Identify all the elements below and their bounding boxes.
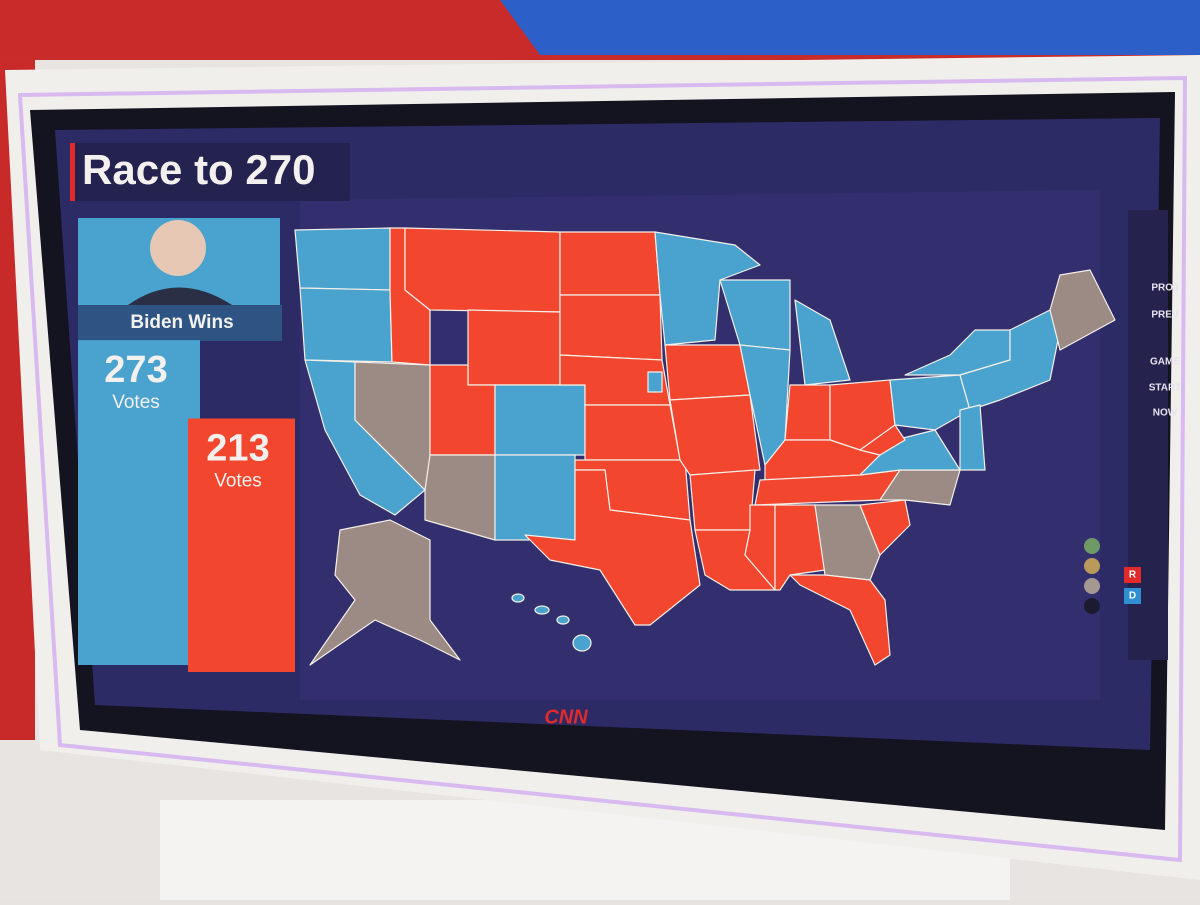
state — [669, 394, 761, 476]
logo: CNN — [544, 706, 588, 728]
state — [859, 499, 911, 556]
color-swatch[interactable] — [1084, 578, 1100, 594]
color-swatch[interactable] — [1084, 558, 1100, 574]
color-swatch[interactable] — [1084, 538, 1100, 554]
title: Race to 270 — [82, 146, 315, 193]
state — [789, 574, 891, 666]
state — [556, 615, 570, 625]
state — [299, 287, 393, 363]
state — [794, 299, 851, 386]
party-button[interactable] — [1124, 567, 1141, 583]
vote-bar — [188, 418, 295, 672]
party-button-label[interactable]: R — [1129, 570, 1137, 581]
state — [294, 227, 391, 291]
vote-unit: Votes — [112, 392, 160, 413]
backdrop — [500, 0, 1200, 55]
color-swatch[interactable] — [1084, 598, 1100, 614]
state — [534, 605, 550, 615]
state — [559, 231, 661, 296]
vote-bar — [78, 340, 200, 665]
state — [654, 231, 761, 346]
state — [814, 504, 881, 581]
vote-count: 273 — [104, 349, 167, 391]
state — [889, 374, 971, 431]
menu-item[interactable]: GAME — [1150, 357, 1180, 368]
title-box — [70, 143, 350, 201]
vote-unit: Votes — [214, 471, 262, 492]
candidate-photo — [150, 220, 206, 276]
menu-item[interactable]: NOW — [1153, 408, 1178, 419]
state — [404, 227, 561, 313]
party-button-label[interactable]: D — [1129, 591, 1136, 602]
vote-count: 213 — [206, 428, 269, 470]
state — [959, 404, 986, 471]
menu-item[interactable]: START — [1149, 383, 1182, 394]
candidate-name: Biden Wins — [130, 312, 233, 333]
state — [309, 519, 461, 666]
state — [744, 504, 776, 591]
state — [784, 384, 831, 441]
state — [511, 593, 525, 603]
state — [689, 469, 756, 531]
us-map — [294, 227, 1116, 666]
district — [647, 371, 663, 393]
state — [494, 384, 586, 456]
state — [524, 469, 701, 626]
candidate-banner — [78, 305, 282, 341]
state — [584, 404, 681, 461]
state — [494, 454, 576, 541]
menu-item[interactable]: PROJ — [1151, 283, 1178, 294]
state — [424, 454, 496, 541]
state — [1049, 269, 1116, 351]
state — [467, 309, 561, 386]
party-button[interactable] — [1124, 588, 1141, 604]
candidate-photo — [128, 287, 232, 305]
state — [664, 344, 751, 401]
menu-item[interactable]: PREV — [1151, 310, 1179, 321]
state — [879, 469, 961, 506]
title-accent — [70, 143, 75, 201]
side-panel — [1128, 210, 1168, 660]
state — [859, 424, 906, 456]
state — [559, 294, 663, 361]
state — [572, 634, 592, 652]
bezel-glow — [17, 75, 1188, 863]
